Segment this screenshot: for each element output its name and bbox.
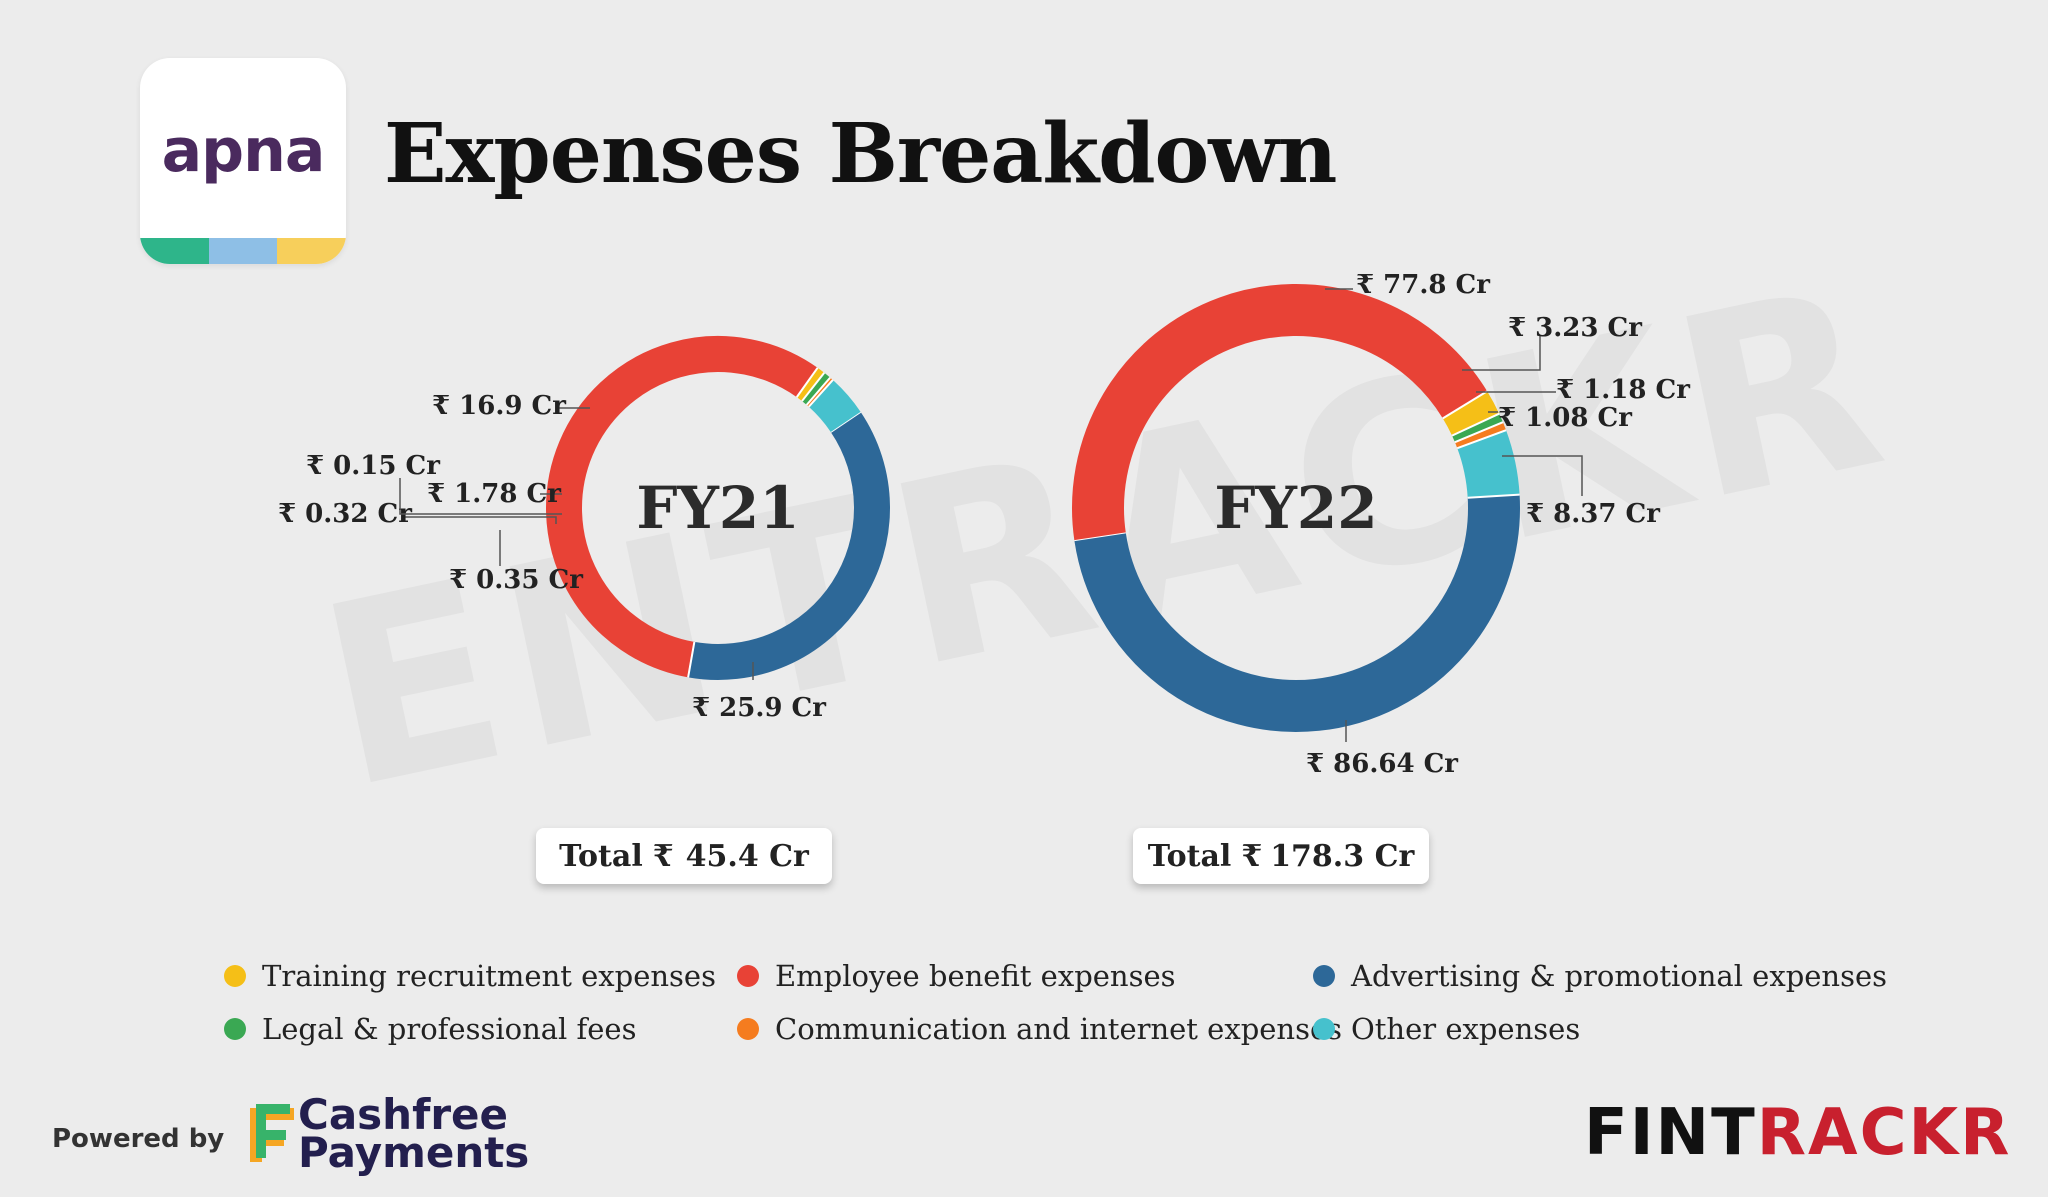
donut-fy21-slice-2 — [796, 367, 825, 402]
logo-stripe-yellow — [277, 238, 346, 264]
cashfree-logo-icon — [250, 1104, 294, 1162]
donut-fy21-value-label-0: ₹ 16.9 Cr — [432, 391, 566, 421]
logo-stripes — [140, 238, 346, 264]
donut-fy21-separator-5 — [808, 379, 834, 408]
total-fy22-value: 178.3 Cr — [1270, 838, 1415, 874]
logo-text: apna — [161, 116, 326, 186]
donut-fy22-separator-3 — [1454, 421, 1504, 444]
legend-dot-communication — [737, 1018, 759, 1040]
donut-fy21-value-label-5: ₹ 1.78 Cr — [427, 479, 561, 509]
legend-item-training: Training recruitment expenses — [224, 959, 716, 993]
legend-dot-other — [1313, 1018, 1335, 1040]
legend-label-legal: Legal & professional fees — [262, 1012, 637, 1046]
legend-label-employee: Employee benefit expenses — [775, 959, 1176, 993]
legend-item-other: Other expenses — [1313, 1012, 1580, 1046]
fintrackr-red-part: RACKR — [1756, 1096, 2012, 1170]
legend-item-advertising: Advertising & promotional expenses — [1313, 959, 1887, 993]
legend-item-communication: Communication and internet expenses — [737, 1012, 1342, 1046]
legend-item-employee: Employee benefit expenses — [737, 959, 1176, 993]
total-fy21-box: Total ₹ 45.4 Cr — [536, 828, 832, 884]
donut-fy22-slice-5 — [1074, 494, 1520, 732]
donut-fy21-slice-1 — [546, 336, 818, 678]
donut-fy22-slice-1 — [1442, 391, 1500, 436]
cashfree-logo-text: Cashfree Payments — [298, 1090, 530, 1177]
donut-fy22-separator-4 — [1456, 429, 1507, 450]
apna-logo: apna — [140, 58, 346, 264]
donut-fy21-value-label-1: ₹ 25.9 Cr — [692, 693, 826, 723]
page-title: Expenses Breakdown — [384, 106, 1337, 202]
total-fy21-prefix: Total — [559, 838, 643, 874]
legend-label-training: Training recruitment expenses — [262, 959, 716, 993]
donut-fy22-value-label-2: ₹ 1.18 Cr — [1556, 375, 1690, 405]
donut-fy21-slice-0 — [688, 411, 890, 680]
donut-fy22-value-label-1: ₹ 3.23 Cr — [1508, 313, 1642, 343]
fintrackr-dark-part: FINT — [1584, 1096, 1757, 1170]
legend-dot-advertising — [1313, 965, 1335, 987]
legend-dot-legal — [224, 1018, 246, 1040]
donut-fy22-value-label-0: ₹ 77.8 Cr — [1356, 270, 1490, 300]
legend-item-legal: Legal & professional fees — [224, 1012, 636, 1046]
donut-fy21-separator-2 — [795, 367, 819, 398]
donut-fy22-value-label-3: ₹ 1.08 Cr — [1498, 403, 1632, 433]
donut-fy22-leader-1 — [1462, 336, 1541, 371]
slice-labels: ₹ 16.9 Cr ₹ 25.9 Cr ₹ 0.35 Cr ₹ 0.32 Cr ₹ 0.… — [278, 270, 1690, 779]
donut-fy22-slice-4 — [1457, 430, 1520, 499]
donut-fy22-value-label-4: ₹ 8.37 Cr — [1526, 499, 1660, 529]
cashfree-line1: Cashfree — [298, 1090, 509, 1139]
donut-fy21-slice-5 — [808, 379, 861, 433]
total-fy21-currency: ₹ — [652, 838, 674, 874]
legend-label-advertising: Advertising & promotional expenses — [1351, 959, 1888, 993]
cashfree-line2: Payments — [298, 1128, 530, 1177]
total-fy22-currency: ₹ — [1241, 838, 1263, 874]
logo-stripe-blue — [208, 238, 278, 264]
donut-fy21: FY21 — [546, 336, 890, 680]
legend-dot-training — [224, 965, 246, 987]
legend-dot-employee — [737, 965, 759, 987]
donut-fy22-value-label-5: ₹ 86.64 Cr — [1306, 749, 1458, 779]
legend-label-communication: Communication and internet expenses — [775, 1012, 1343, 1046]
donut-fy21-separator-4 — [805, 376, 831, 406]
donut-fy21-separator-1 — [687, 641, 696, 678]
logo-stripe-green — [140, 238, 209, 264]
donut-fy21-separator-3 — [801, 372, 826, 402]
donut-fy22-slice-3 — [1454, 422, 1507, 449]
donut-fy21-leader-3 — [403, 516, 557, 524]
total-fy22-prefix: Total — [1147, 838, 1232, 874]
donut-fy22-slice-0 — [1072, 284, 1488, 542]
legend-label-other: Other expenses — [1351, 1012, 1581, 1046]
donut-fy22-slice-2 — [1451, 413, 1503, 443]
donut-fy22-separator-5 — [1467, 493, 1520, 499]
donut-fy21-leader-4 — [399, 478, 562, 515]
donut-fy21-value-label-2: ₹ 0.35 Cr — [449, 565, 583, 595]
donut-fy21-value-label-4: ₹ 0.15 Cr — [306, 451, 440, 481]
total-fy21-value: 45.4 Cr — [685, 838, 809, 874]
donut-fy22-separator-1 — [1442, 390, 1488, 420]
total-fy22-box: Total ₹ 178.3 Cr — [1133, 828, 1429, 884]
powered-by-label: Powered by — [52, 1124, 225, 1154]
donut-fy21-center-label: FY21 — [636, 474, 799, 542]
donut-fy22: FY22 — [1072, 284, 1520, 732]
donut-fy22-separator-2 — [1451, 412, 1500, 437]
donut-fy22-center-label: FY22 — [1214, 474, 1377, 542]
donut-fy21-slice-3 — [801, 372, 831, 405]
donut-fy22-leader-4 — [1502, 455, 1583, 496]
fintrackr-logo: FINTRACKR — [1584, 1096, 2009, 1170]
donut-fy21-value-label-3: ₹ 0.32 Cr — [278, 499, 412, 529]
